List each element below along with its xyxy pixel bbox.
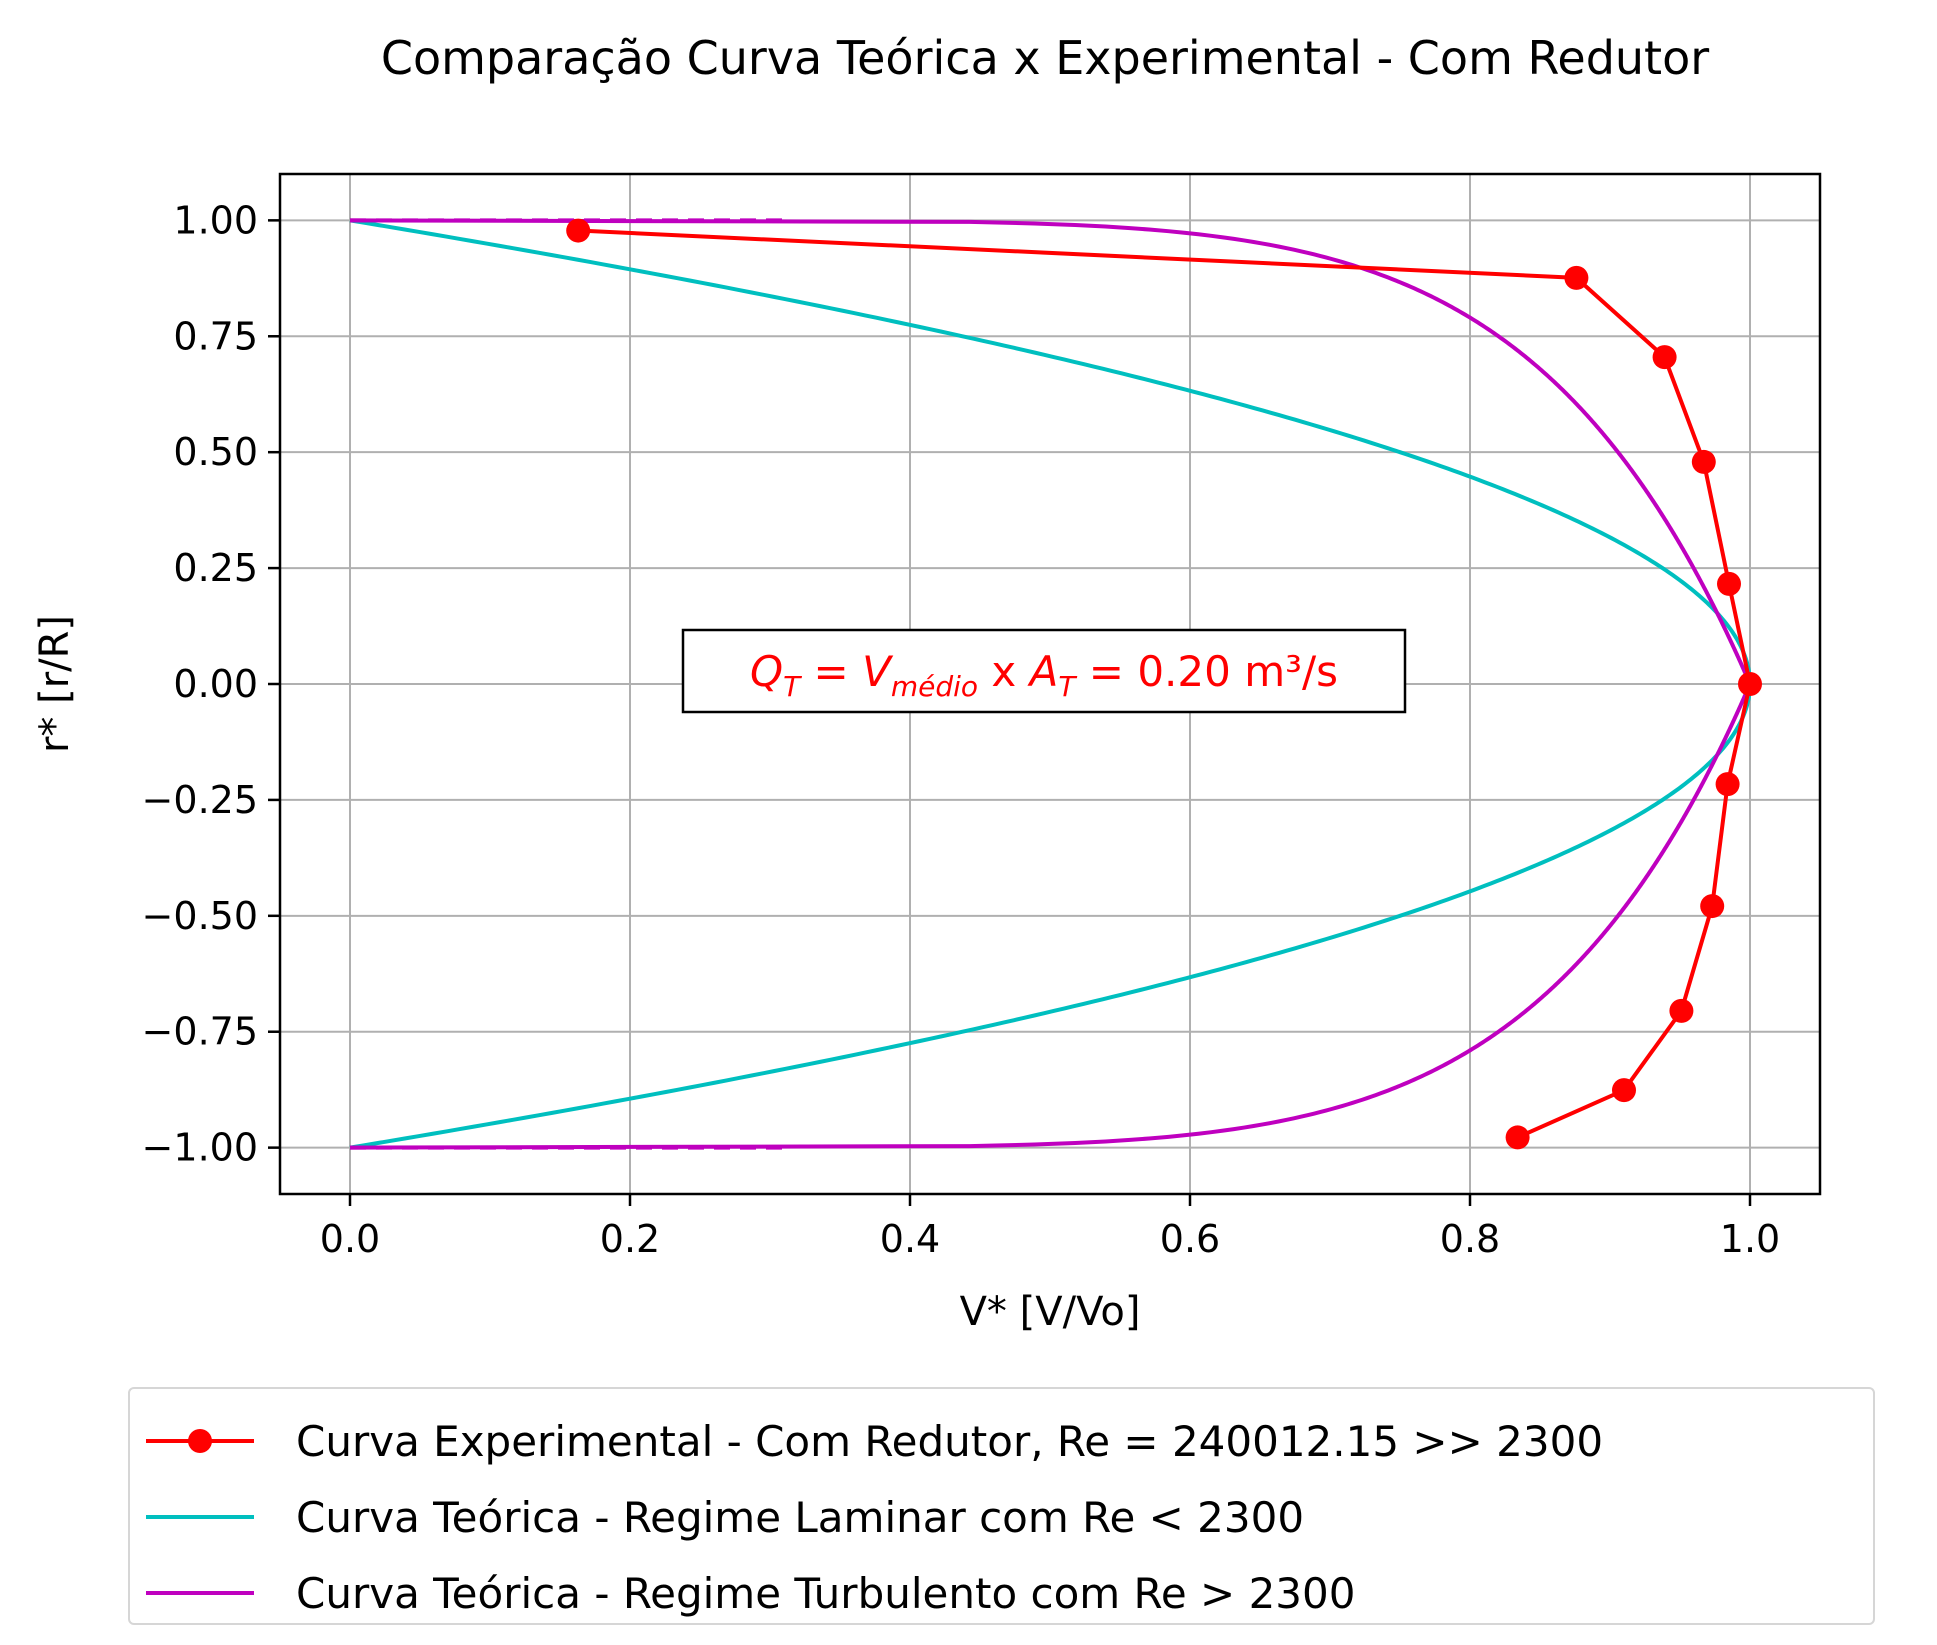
legend-label-laminar: Curva Teórica - Regime Laminar com Re < … (296, 1492, 1305, 1542)
y-axis-label: r* [r/R] (32, 615, 78, 753)
x-axis-label: V* [V/Vo] (960, 1289, 1141, 1335)
legend-label-turbulent: Curva Teórica - Regime Turbulento com Re… (296, 1568, 1356, 1618)
axis-ticks: 0.0 0.2 0.4 0.6 0.8 1.0 1.00 0.75 0.50 0.25 0.00 −0… (142, 198, 1781, 1261)
x-tick-label: 0.8 (1440, 1217, 1500, 1261)
y-tick-label: −1.00 (142, 1126, 258, 1170)
x-tick-label: 0.6 (1160, 1217, 1220, 1261)
x-tick-label: 0.4 (880, 1217, 940, 1261)
y-tick-label: 1.00 (173, 198, 258, 242)
y-tick-label: −0.25 (142, 778, 258, 822)
experimental-point (1652, 345, 1677, 370)
legend-swatch-turbulent (146, 1591, 254, 1595)
experimental-point (1612, 1078, 1636, 1103)
legend-swatch-laminar (146, 1515, 254, 1519)
experimental-point (1564, 265, 1589, 290)
legend-label-experimental: Curva Experimental - Com Redutor, Re = 2… (296, 1416, 1604, 1466)
y-tick-label: 0.75 (173, 314, 258, 358)
y-tick-label: −0.50 (142, 894, 258, 938)
experimental-point (1715, 772, 1740, 797)
annotation-text: QT = Vmédio x AT = 0.20 m³/s (750, 647, 1338, 703)
legend-swatch-experimental (146, 1429, 254, 1453)
y-tick-label: −0.75 (142, 1010, 258, 1054)
experimental-point (1505, 1125, 1530, 1150)
legend: Curva Experimental - Com Redutor, Re = 2… (128, 1387, 1875, 1625)
y-tick-label: 0.25 (173, 546, 258, 590)
experimental-point (1738, 672, 1762, 696)
x-tick-label: 0.0 (320, 1217, 380, 1261)
annotation-box (681, 628, 1407, 714)
experimental-point (1669, 998, 1694, 1023)
chart-title: Comparação Curva Teórica x Experimental … (381, 31, 1709, 85)
experimental-point (1700, 894, 1725, 919)
experimental-point (566, 218, 591, 243)
x-tick-label: 0.2 (600, 1217, 660, 1261)
experimental-point (1717, 571, 1741, 596)
plot-area (349, 218, 1762, 1150)
x-tick-label: 1.0 (1720, 1217, 1780, 1261)
legend-item-laminar: Curva Teórica - Regime Laminar com Re < … (144, 1479, 1873, 1555)
y-tick-label: 0.50 (173, 430, 258, 474)
experimental-point (1691, 449, 1716, 474)
legend-item-turbulent: Curva Teórica - Regime Turbulento com Re… (144, 1555, 1873, 1631)
legend-item-experimental: Curva Experimental - Com Redutor, Re = 2… (144, 1403, 1873, 1479)
y-tick-label: 0.00 (173, 662, 258, 706)
flow-rate-annotation: QT = Vmédio x AT = 0.20 m³/s (681, 628, 1407, 714)
